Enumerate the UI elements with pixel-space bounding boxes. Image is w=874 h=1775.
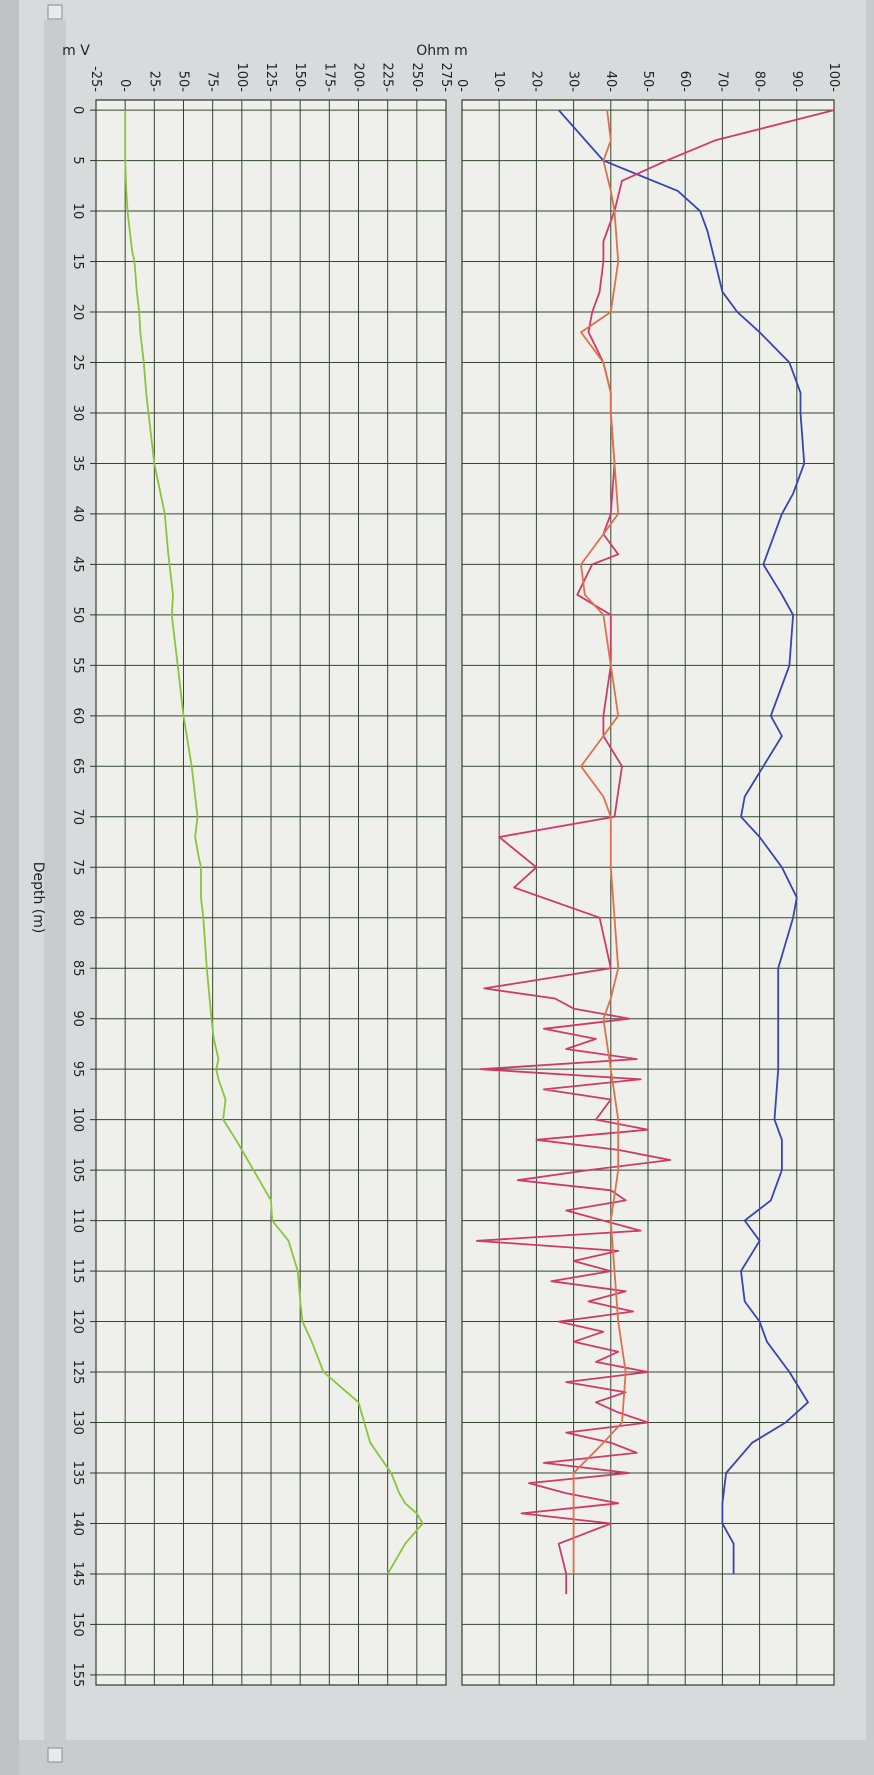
sp-y-tick-label: 250- (409, 62, 424, 92)
sp-y-tick-label: 150- (292, 62, 307, 92)
sp-y-tick-label: 225- (380, 62, 395, 92)
depth-tick-label: 150 (70, 1612, 85, 1637)
resistivity-y-tick-label: 90- (789, 71, 804, 93)
sp-y-tick-label: 100- (234, 62, 249, 92)
depth-tick-label: 100 (70, 1107, 85, 1132)
resistivity-y-tick-label: 0- (454, 79, 469, 92)
resistivity-series-line-1 (558, 109, 809, 1574)
depth-tick-label: 90 (70, 1010, 85, 1027)
depth-tick-label: 145 (70, 1562, 85, 1587)
depth-tick-label: 125 (70, 1360, 85, 1385)
resistivity-y-tick-label: 20- (528, 71, 543, 93)
resistivity-y-tick-label: 40- (603, 71, 618, 93)
resistivity-series-line-3 (572, 109, 627, 1574)
resistivity-y-axis-label: Ohm m (416, 43, 468, 59)
depth-tick-label: 110 (70, 1208, 85, 1233)
depth-tick-label: 75 (70, 859, 85, 876)
depth-tick-label: 85 (70, 960, 85, 977)
depth-tick-label: 135 (70, 1461, 85, 1486)
depth-tick-label: 5 (70, 156, 85, 164)
depth-tick-label: 130 (70, 1410, 85, 1435)
vertical-scrollbar-track[interactable] (19, 1740, 874, 1775)
depth-tick-label: 10 (70, 203, 85, 220)
depth-tick-label: 105 (70, 1158, 85, 1183)
depth-tick-label: 120 (70, 1309, 85, 1334)
sp-y-tick-label: 25- (146, 71, 161, 93)
resistivity-series-line-2 (475, 109, 835, 1595)
sp-y-tick-label: 175- (321, 62, 336, 92)
sp-y-tick-label: 75- (205, 71, 220, 93)
sp-y-axis-label: m V (62, 43, 90, 59)
resistivity-y-tick-label: 50- (640, 71, 655, 93)
depth-tick-label: 95 (70, 1061, 85, 1078)
depth-tick-label: 20 (70, 304, 85, 321)
horizontal-scrollbar-track[interactable] (44, 20, 66, 1755)
resistivity-y-tick-label: 30- (566, 71, 581, 93)
depth-tick-label: 140 (70, 1511, 85, 1536)
sp-y-tick-label: -25- (88, 66, 103, 92)
depth-tick-label: 70 (70, 809, 85, 826)
sp-y-tick-label: 50- (176, 71, 191, 93)
depth-axis-label: Depth (m) (30, 862, 46, 934)
depth-tick-label: 155 (70, 1662, 85, 1687)
depth-tick-label: 45 (70, 556, 85, 573)
depth-tick-label: 65 (70, 758, 85, 775)
scroll-right-button[interactable] (47, 1747, 63, 1763)
resistivity-y-tick-label: 10- (491, 71, 506, 93)
depth-tick-label: 115 (70, 1259, 85, 1284)
sp-y-tick-label: 0- (117, 79, 132, 92)
status-strip (0, 0, 19, 1775)
scroll-left-button[interactable] (47, 4, 63, 20)
depth-tick-label: 50 (70, 607, 85, 624)
depth-tick-label: 55 (70, 657, 85, 674)
resistivity-y-tick-label: 100- (826, 62, 841, 92)
resistivity-y-tick-label: 60- (677, 71, 692, 93)
depth-tick-label: 30 (70, 405, 85, 422)
depth-tick-label: 35 (70, 455, 85, 472)
depth-tick-label: 80 (70, 909, 85, 926)
sp-series-line-1 (124, 110, 424, 1575)
resistivity-y-tick-label: 80- (752, 71, 767, 93)
depth-tick-label: 40 (70, 506, 85, 523)
depth-tick-label: 0 (70, 106, 85, 114)
depth-tick-label: 60 (70, 708, 85, 725)
sp-y-tick-label: 200- (351, 62, 366, 92)
depth-tick-label: 25 (70, 354, 85, 371)
depth-tick-label: 15 (70, 253, 85, 270)
resistivity-y-tick-label: 70- (714, 71, 729, 93)
top-edge (866, 0, 874, 1775)
sp-y-tick-label: 125- (263, 62, 278, 92)
sp-y-tick-label: 275- (438, 62, 453, 92)
